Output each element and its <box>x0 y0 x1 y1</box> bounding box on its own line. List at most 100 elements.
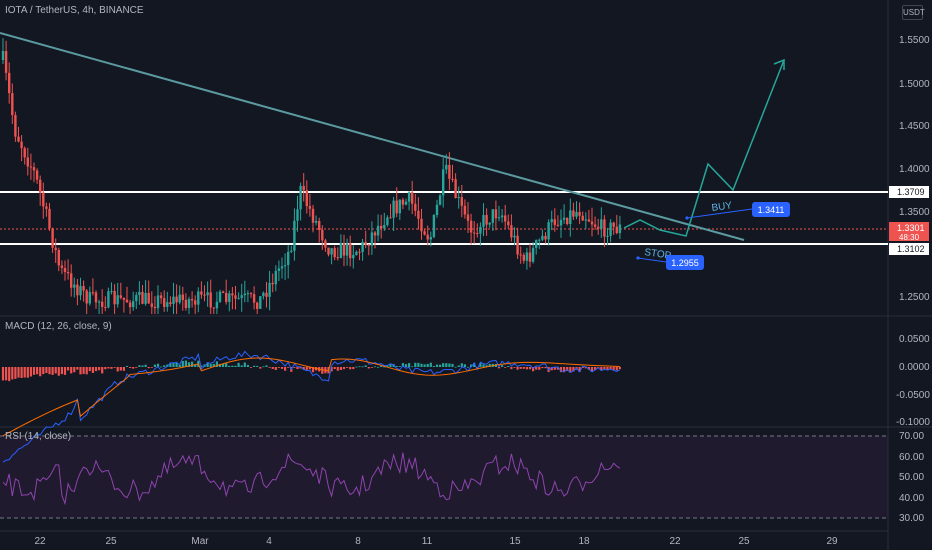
macd-histogram-bar <box>535 367 538 370</box>
candle-body <box>175 296 178 303</box>
time-tick: 18 <box>578 536 590 547</box>
macd-histogram-bar <box>110 367 113 369</box>
candle-body <box>547 222 550 240</box>
time-tick: 25 <box>738 536 750 547</box>
candle-body <box>491 209 494 223</box>
candle-body <box>252 294 256 303</box>
macd-histogram-bar <box>42 367 45 375</box>
macd-histogram-bar <box>408 363 411 367</box>
macd-histogram-bar <box>411 366 414 368</box>
candle-body <box>104 306 107 308</box>
macd-histogram-bar <box>259 367 262 369</box>
candle-body <box>200 291 203 295</box>
macd-histogram-bar <box>51 367 54 375</box>
candle-body <box>578 212 581 216</box>
buy-price-badge[interactable] <box>752 202 790 217</box>
macd-histogram-bar <box>528 367 532 370</box>
macd-histogram-bar <box>156 363 160 367</box>
macd-histogram-bar <box>172 362 175 367</box>
macd-histogram-bar <box>522 367 525 369</box>
macd-histogram-bar <box>612 367 615 370</box>
candle-body <box>311 208 315 223</box>
time-tick: Mar <box>191 536 209 547</box>
macd-histogram-bar <box>125 365 129 367</box>
macd-histogram-bar <box>358 366 361 368</box>
candle-body <box>94 292 98 303</box>
upper-level-value: 1.3709 <box>897 187 925 197</box>
candle-body <box>79 286 82 296</box>
candle-body <box>373 232 377 236</box>
candle-body <box>73 284 76 288</box>
macd-histogram-bar <box>150 367 153 368</box>
candle-body <box>153 306 157 309</box>
candle-body <box>510 225 513 238</box>
candle-body <box>187 299 191 309</box>
macd-histogram-bar <box>581 367 584 368</box>
candle-body <box>572 210 575 217</box>
candle-body <box>414 203 417 211</box>
macd-histogram-bar <box>404 364 408 367</box>
macd-histogram-bar <box>563 367 566 373</box>
candle-body <box>603 219 606 237</box>
candle-body <box>237 298 240 300</box>
macd-histogram-bar <box>618 367 621 370</box>
stop-price-badge[interactable] <box>666 255 704 270</box>
candle-body <box>485 214 488 225</box>
macd-histogram-bar <box>609 367 612 370</box>
buy-pointer-line[interactable] <box>686 208 753 219</box>
macd-histogram-bar <box>253 365 256 367</box>
macd-histogram-bar <box>451 363 454 367</box>
macd-histogram-bar <box>160 366 163 368</box>
stop-pointer-line[interactable] <box>637 257 667 263</box>
candle-body <box>35 170 39 180</box>
macd-histogram-bar <box>370 367 373 368</box>
candle-body <box>97 301 101 303</box>
candle-body <box>265 292 268 297</box>
macd-histogram-bar <box>39 367 42 377</box>
macd-histogram-bar <box>169 362 172 367</box>
candle-body <box>293 220 296 251</box>
macd-histogram-bar <box>122 367 125 371</box>
descending-trendline[interactable] <box>0 32 745 241</box>
macd-histogram-bar <box>482 364 485 367</box>
rsi-legend[interactable]: RSI (14, close) <box>5 431 72 442</box>
macd-histogram-bar <box>429 362 432 367</box>
macd-histogram-bar <box>246 364 249 367</box>
macd-legend[interactable]: MACD (12, 26, close, 9) <box>5 321 112 332</box>
macd-histogram-bar <box>187 362 191 367</box>
candle-body <box>54 247 57 250</box>
candle-body <box>445 164 448 170</box>
candle-body <box>147 292 150 304</box>
currency-button[interactable]: USDT <box>902 5 925 20</box>
candle-body <box>11 93 14 116</box>
macd-histogram-bar <box>194 364 197 367</box>
macd-histogram-bar <box>178 364 181 367</box>
macd-histogram-bar <box>63 367 67 375</box>
macd-histogram-bar <box>91 367 94 373</box>
projection-path[interactable] <box>623 59 785 237</box>
macd-histogram-bar <box>94 367 98 372</box>
macd-histogram-bar <box>510 367 513 370</box>
macd-histogram-bar <box>191 361 194 367</box>
macd-histogram-bar <box>119 367 122 371</box>
candle-body <box>330 248 333 255</box>
candle-body <box>206 292 209 296</box>
candle-body <box>504 215 507 222</box>
candle-body <box>479 226 482 234</box>
symbol-legend[interactable]: IOTA / TetherUS, 4h, BINANCE <box>5 5 144 16</box>
macd-histogram-bar <box>249 367 253 368</box>
candle-body <box>454 179 457 199</box>
macd-histogram-bar <box>476 367 479 368</box>
candle-body <box>429 237 432 240</box>
candle-body <box>70 273 73 288</box>
macd-histogram-bar <box>532 367 535 372</box>
signal-line <box>2 357 620 437</box>
macd-histogram-bar <box>423 364 426 367</box>
macd-histogram-bar <box>466 366 470 368</box>
candle-body <box>411 192 414 204</box>
candle-body <box>538 239 541 241</box>
candle-body <box>590 221 594 225</box>
candle-body <box>451 178 454 180</box>
candle-body <box>423 231 426 235</box>
